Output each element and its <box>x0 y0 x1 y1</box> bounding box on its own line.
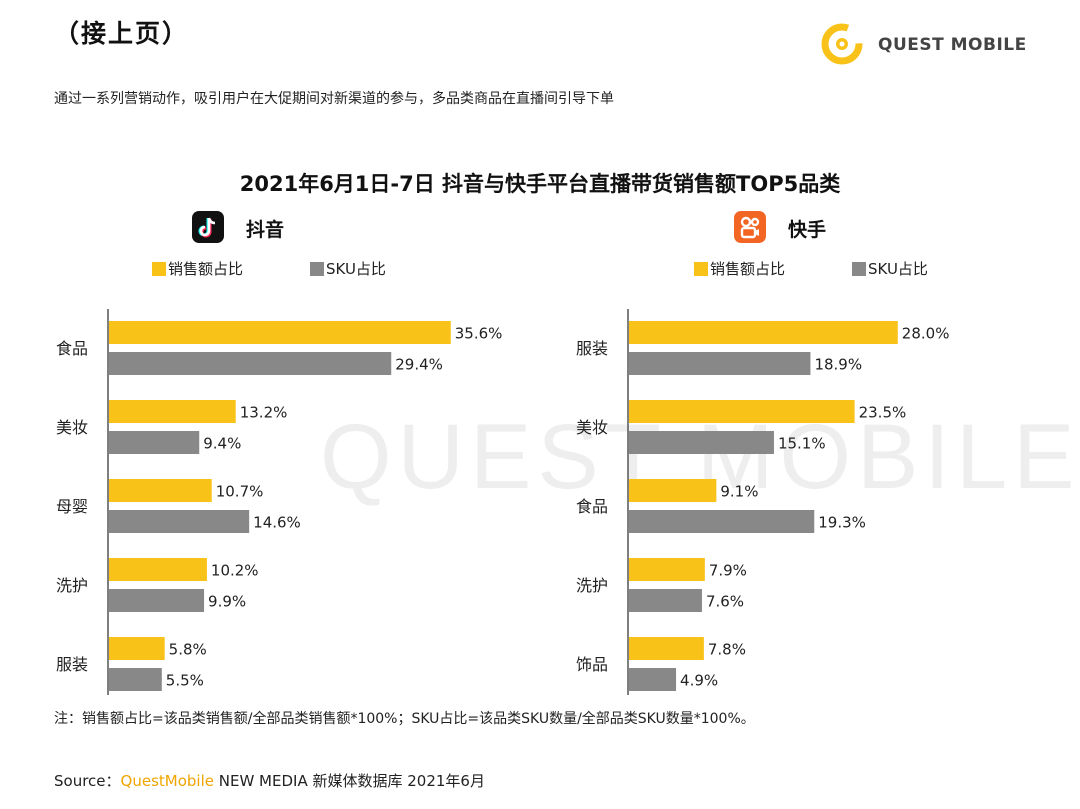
kuaishou-bar-chart: 服装 28.0% 18.9% 美妆 23.5% 15.1% 食品 9.1% 19.3% 洗护 7.9… <box>576 309 950 695</box>
source-rest: NEW MEDIA 新媒体数据库 2021年6月 <box>213 772 485 790</box>
douyin-logo-icon <box>192 211 224 243</box>
douyin-data-label: 10.7% <box>216 483 264 501</box>
kuaishou-sku-bar <box>629 589 702 612</box>
kuaishou-category-label: 食品 <box>576 497 608 516</box>
platform-name-douyin: 抖音 <box>246 219 285 241</box>
kuaishou-logo-icon <box>734 211 766 243</box>
legend-swatch-sales <box>694 262 708 276</box>
kuaishou-data-label: 9.1% <box>720 483 758 501</box>
kuaishou-category-label: 美妆 <box>576 418 608 437</box>
douyin-category-label: 美妆 <box>56 418 88 437</box>
douyin-category-label: 母婴 <box>56 497 88 516</box>
douyin-data-label: 5.8% <box>169 641 207 659</box>
douyin-sku-bar <box>109 510 250 533</box>
chart-footnote: 注：销售额占比=该品类销售额/全部品类销售额*100%；SKU占比=该品类SKU… <box>54 711 755 727</box>
douyin-data-label: 29.4% <box>395 356 443 374</box>
kuaishou-data-label: 7.6% <box>706 593 744 611</box>
douyin-sales-bar <box>109 400 236 423</box>
legend-swatch-sales <box>152 262 166 276</box>
kuaishou-data-label: 23.5% <box>859 404 907 422</box>
douyin-data-label: 14.6% <box>253 514 301 532</box>
source-prefix: Source： <box>54 772 121 790</box>
source-line: Source：QuestMobile NEW MEDIA 新媒体数据库 2021… <box>54 770 485 791</box>
douyin-sales-bar <box>109 321 451 344</box>
legend-label-sales: 销售额占比 <box>710 260 786 278</box>
kuaishou-category-label: 服装 <box>576 339 608 358</box>
kuaishou-data-label: 4.9% <box>680 672 718 690</box>
kuaishou-sales-bar <box>629 321 898 344</box>
douyin-category-label: 洗护 <box>56 576 88 595</box>
platform-name-kuaishou: 快手 <box>788 219 827 241</box>
douyin-category-label: 食品 <box>56 339 88 358</box>
kuaishou-sales-bar <box>629 558 705 581</box>
chart-title: 2021年6月1日-7日 抖音与快手平台直播带货销售额TOP5品类 <box>239 172 841 196</box>
page-subtitle: 通过一系列营销动作，吸引用户在大促期间对新渠道的参与，多品类商品在直播间引导下单 <box>54 91 614 107</box>
legend-swatch-sku <box>310 262 324 276</box>
douyin-sku-bar <box>109 589 205 612</box>
douyin-sku-bar <box>109 352 392 375</box>
douyin-sales-bar <box>109 637 165 660</box>
kuaishou-data-label: 28.0% <box>902 325 950 343</box>
kuaishou-sku-bar <box>629 510 815 533</box>
legend-label-sku: SKU占比 <box>326 260 386 278</box>
douyin-data-label: 13.2% <box>240 404 288 422</box>
quest-mobile-logo-icon <box>821 23 863 65</box>
kuaishou-category-label: 洗护 <box>576 576 608 595</box>
douyin-data-label: 9.9% <box>208 593 246 611</box>
kuaishou-data-label: 15.1% <box>778 435 826 453</box>
douyin-data-label: 35.6% <box>455 325 503 343</box>
douyin-data-label: 10.2% <box>211 562 259 580</box>
kuaishou-data-label: 19.3% <box>818 514 866 532</box>
kuaishou-sku-bar <box>629 668 677 691</box>
page-header: （接上页） <box>54 19 190 48</box>
quest-mobile-logo: QUEST MOBILE <box>818 18 1038 70</box>
douyin-sales-bar <box>109 558 207 581</box>
kuaishou-data-label: 7.8% <box>708 641 746 659</box>
douyin-data-label: 5.5% <box>166 672 204 690</box>
douyin-sku-bar <box>109 431 200 454</box>
source-brand: QuestMobile <box>120 772 214 790</box>
legend-swatch-sku <box>852 262 866 276</box>
kuaishou-sales-bar <box>629 479 717 502</box>
legend-label-sku: SKU占比 <box>868 260 928 278</box>
douyin-data-label: 9.4% <box>203 435 241 453</box>
kuaishou-data-label: 7.9% <box>709 562 747 580</box>
douyin-category-label: 服装 <box>56 655 88 674</box>
kuaishou-sales-bar <box>629 400 855 423</box>
kuaishou-data-label: 18.9% <box>814 356 862 374</box>
kuaishou-sales-bar <box>629 637 704 660</box>
kuaishou-sku-bar <box>629 431 774 454</box>
kuaishou-category-label: 饰品 <box>576 655 608 674</box>
legend-label-sales: 销售额占比 <box>168 260 244 278</box>
logo-text: QUEST MOBILE <box>878 35 1027 55</box>
kuaishou-sku-bar <box>629 352 811 375</box>
douyin-sales-bar <box>109 479 212 502</box>
douyin-bar-chart: 食品 35.6% 29.4% 美妆 13.2% 9.4% 母婴 10.7% 14.6% 洗护 10.… <box>56 309 503 695</box>
douyin-sku-bar <box>109 668 162 691</box>
